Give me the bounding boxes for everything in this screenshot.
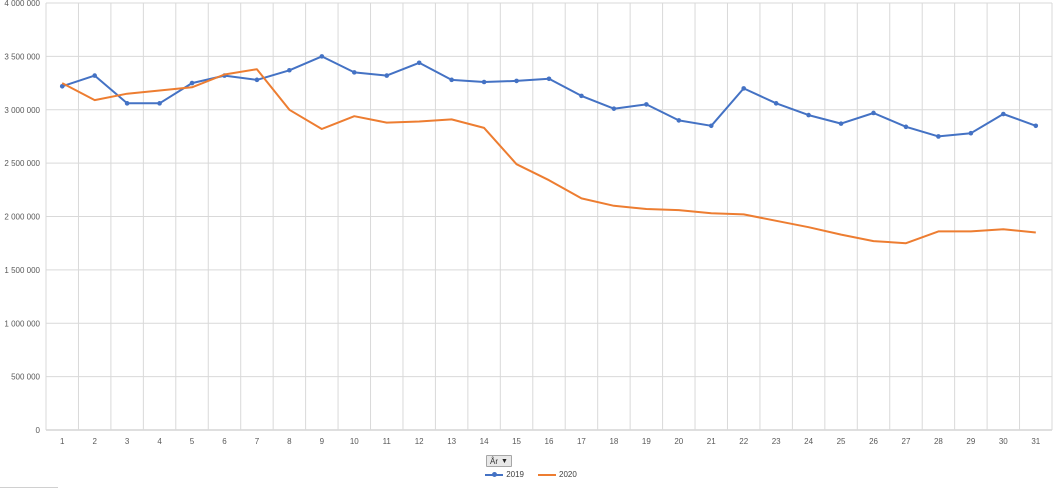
x-tick-label: 31 bbox=[1031, 437, 1040, 446]
legend-swatch bbox=[485, 471, 504, 477]
x-tick-label: 21 bbox=[707, 437, 716, 446]
dropdown-arrow-icon[interactable]: ▼ bbox=[501, 457, 508, 465]
data-point-2019 bbox=[546, 76, 552, 82]
legend-item-2019: 2019 bbox=[485, 470, 524, 479]
x-tick-label: 1 bbox=[60, 437, 65, 446]
series-lines bbox=[59, 54, 1039, 245]
data-point-2019 bbox=[384, 73, 390, 78]
x-tick-label: 9 bbox=[320, 437, 325, 446]
data-point-2019 bbox=[968, 130, 974, 136]
x-tick-label: 4 bbox=[157, 437, 162, 446]
chart-legend: 2019 2020 bbox=[0, 470, 1062, 479]
y-tick-label: 3 000 000 bbox=[4, 106, 40, 115]
sheet-tab-stub bbox=[0, 487, 58, 491]
data-point-2019 bbox=[871, 110, 876, 116]
x-tick-label: 19 bbox=[642, 437, 651, 446]
data-point-2019 bbox=[676, 118, 682, 123]
x-tick-label: 2 bbox=[92, 437, 97, 446]
data-point-2019 bbox=[773, 101, 779, 106]
data-point-2019 bbox=[319, 54, 325, 59]
x-tick-label: 11 bbox=[383, 437, 392, 446]
legend-swatch bbox=[538, 473, 556, 476]
year-filter-button[interactable]: År ▼ bbox=[486, 455, 512, 467]
year-filter-label: År bbox=[490, 456, 498, 466]
data-point-2019 bbox=[157, 101, 162, 106]
x-tick-label: 6 bbox=[222, 437, 227, 446]
x-tick-label: 10 bbox=[350, 437, 359, 446]
data-point-2019 bbox=[644, 102, 649, 107]
data-point-2019 bbox=[287, 67, 292, 73]
legend-label: 2019 bbox=[506, 470, 524, 479]
x-tick-label: 30 bbox=[999, 437, 1008, 446]
x-tick-label: 15 bbox=[512, 437, 521, 446]
data-point-2019 bbox=[936, 134, 941, 139]
x-tick-label: 8 bbox=[287, 437, 292, 446]
legend-marker bbox=[492, 471, 498, 477]
x-tick-label: 7 bbox=[255, 437, 260, 446]
data-point-2019 bbox=[1033, 123, 1039, 129]
x-tick-label: 17 bbox=[577, 437, 586, 446]
y-tick-label: 1 000 000 bbox=[4, 319, 40, 328]
data-point-2019 bbox=[416, 60, 422, 66]
legend-item-2020: 2020 bbox=[538, 470, 577, 479]
data-point-2019 bbox=[903, 124, 909, 130]
data-point-2019 bbox=[1001, 111, 1006, 117]
data-point-2019 bbox=[124, 101, 130, 106]
data-point-2019 bbox=[611, 106, 617, 111]
x-tick-label: 13 bbox=[447, 437, 456, 446]
x-tick-label: 29 bbox=[966, 437, 975, 446]
y-tick-label: 1 500 000 bbox=[4, 266, 40, 275]
x-tick-label: 18 bbox=[609, 437, 618, 446]
y-tick-label: 500 000 bbox=[11, 373, 40, 382]
x-tick-label: 14 bbox=[480, 437, 489, 446]
x-tick-label: 23 bbox=[772, 437, 781, 446]
data-point-2019 bbox=[579, 93, 584, 99]
data-point-2019 bbox=[449, 77, 454, 83]
data-point-2019 bbox=[59, 83, 65, 89]
y-tick-label: 3 500 000 bbox=[4, 52, 40, 61]
data-point-2019 bbox=[708, 123, 714, 129]
x-tick-label: 28 bbox=[934, 437, 943, 446]
data-point-2019 bbox=[481, 79, 487, 85]
data-point-2019 bbox=[351, 70, 357, 75]
x-tick-label: 25 bbox=[837, 437, 846, 446]
data-point-2019 bbox=[838, 121, 844, 126]
x-tick-label: 16 bbox=[545, 437, 554, 446]
x-tick-label: 20 bbox=[674, 437, 683, 446]
y-tick-label: 4 000 000 bbox=[4, 0, 40, 8]
data-point-2019 bbox=[189, 80, 195, 86]
x-tick-label: 12 bbox=[415, 437, 424, 446]
legend-label: 2020 bbox=[559, 470, 577, 479]
y-tick-label: 2 500 000 bbox=[4, 159, 40, 168]
data-point-2019 bbox=[514, 78, 519, 84]
y-tick-label: 2 000 000 bbox=[4, 213, 40, 222]
x-tick-label: 22 bbox=[739, 437, 748, 446]
data-point-2019 bbox=[92, 73, 97, 78]
x-axis-ticks: 1 2 3 4 5 6 7 8 9 10 11 12 13 14 15 16 17 18 19 20 21 22 23 24 2… bbox=[60, 437, 1041, 446]
y-axis-ticks: 0 500 000 1 000 000 1 500 000 2 000 000 2 500… bbox=[4, 0, 40, 435]
x-tick-label: 27 bbox=[902, 437, 911, 446]
gridlines bbox=[45, 2, 1053, 431]
y-tick-label: 0 bbox=[36, 426, 41, 435]
x-tick-label: 5 bbox=[190, 437, 195, 446]
data-point-2019 bbox=[806, 112, 811, 118]
x-tick-label: 24 bbox=[804, 437, 813, 446]
x-tick-label: 3 bbox=[125, 437, 130, 446]
data-point-2019 bbox=[741, 86, 747, 91]
x-tick-label: 26 bbox=[869, 437, 878, 446]
series-line-2020 bbox=[61, 68, 1036, 245]
data-point-2019 bbox=[254, 77, 260, 83]
